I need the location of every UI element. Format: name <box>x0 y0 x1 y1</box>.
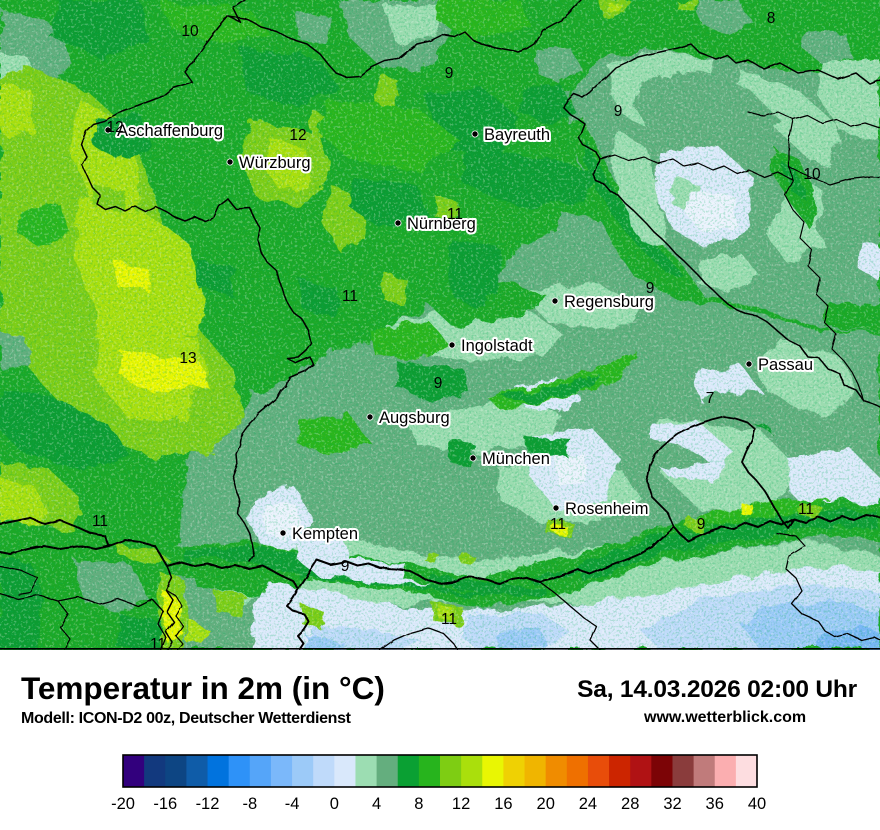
svg-text:Kempten: Kempten <box>292 525 358 543</box>
svg-text:-8: -8 <box>242 795 257 813</box>
svg-text:-12: -12 <box>196 795 220 813</box>
svg-text:11: 11 <box>550 516 566 533</box>
svg-text:7: 7 <box>706 390 715 407</box>
svg-text:28: 28 <box>621 795 639 813</box>
svg-text:9: 9 <box>646 280 655 297</box>
svg-text:11: 11 <box>342 288 358 305</box>
svg-text:12: 12 <box>452 795 470 813</box>
svg-text:Rosenheim: Rosenheim <box>565 500 648 518</box>
svg-text:München: München <box>482 450 550 468</box>
svg-text:Ingolstadt: Ingolstadt <box>461 337 533 355</box>
svg-text:Bayreuth: Bayreuth <box>484 126 550 144</box>
svg-text:Rosenheim: Rosenheim <box>565 500 648 518</box>
svg-text:Regensburg: Regensburg <box>564 293 654 311</box>
svg-text:-16: -16 <box>153 795 177 813</box>
svg-text:Aschaffenburg: Aschaffenburg <box>117 122 223 140</box>
svg-text:11: 11 <box>447 206 463 223</box>
svg-text:0: 0 <box>330 795 339 813</box>
svg-text:Aschaffenburg: Aschaffenburg <box>117 122 223 140</box>
svg-text:32: 32 <box>663 795 681 813</box>
svg-text:4: 4 <box>372 795 381 813</box>
svg-text:8: 8 <box>767 10 776 27</box>
svg-text:-20: -20 <box>111 795 135 813</box>
svg-text:Ingolstadt: Ingolstadt <box>461 337 533 355</box>
svg-text:10: 10 <box>803 166 821 183</box>
svg-text:8: 8 <box>414 795 423 813</box>
svg-text:12: 12 <box>106 119 123 136</box>
svg-text:40: 40 <box>748 795 766 813</box>
svg-text:Augsburg: Augsburg <box>379 409 450 427</box>
svg-text:Nürnberg: Nürnberg <box>407 215 476 233</box>
svg-text:11: 11 <box>150 636 166 650</box>
svg-text:Passau: Passau <box>758 356 813 374</box>
svg-text:Würzburg: Würzburg <box>239 154 311 172</box>
svg-text:Kempten: Kempten <box>292 525 358 543</box>
svg-text:16: 16 <box>494 795 512 813</box>
svg-text:10: 10 <box>181 23 199 40</box>
svg-text:9: 9 <box>341 558 350 575</box>
svg-text:Würzburg: Würzburg <box>239 154 311 172</box>
svg-text:Passau: Passau <box>758 356 813 374</box>
svg-text:11: 11 <box>441 611 457 628</box>
svg-text:11: 11 <box>798 501 814 518</box>
svg-text:München: München <box>482 450 550 468</box>
svg-text:24: 24 <box>579 795 597 813</box>
svg-text:Nürnberg: Nürnberg <box>407 215 476 233</box>
svg-text:36: 36 <box>706 795 724 813</box>
svg-text:9: 9 <box>434 375 443 392</box>
svg-text:-4: -4 <box>285 795 300 813</box>
svg-text:11: 11 <box>92 513 108 530</box>
svg-text:20: 20 <box>537 795 555 813</box>
svg-text:9: 9 <box>445 65 454 82</box>
svg-text:Bayreuth: Bayreuth <box>484 126 550 144</box>
svg-text:9: 9 <box>697 516 706 533</box>
svg-text:Augsburg: Augsburg <box>379 409 450 427</box>
svg-text:12: 12 <box>289 127 306 144</box>
svg-text:13: 13 <box>179 350 196 367</box>
svg-text:9: 9 <box>614 103 623 120</box>
svg-text:Regensburg: Regensburg <box>564 293 654 311</box>
